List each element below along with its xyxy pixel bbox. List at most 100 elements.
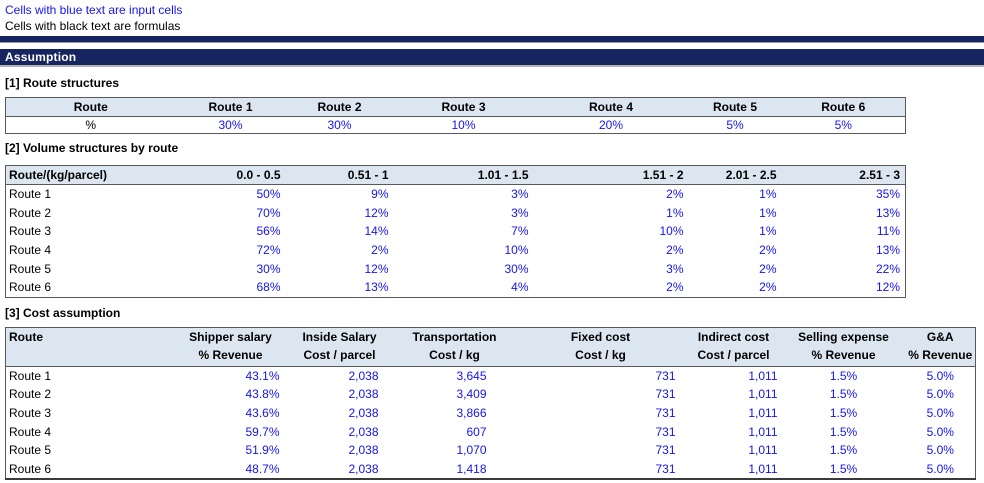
input-cell[interactable]: 2,038: [348, 387, 379, 402]
input-cell[interactable]: 1,011: [748, 424, 778, 439]
input-cell[interactable]: 3,866: [456, 406, 487, 421]
input-cell[interactable]: 731: [655, 461, 676, 476]
input-cell[interactable]: 10%: [504, 243, 529, 258]
input-cell[interactable]: 1%: [666, 205, 684, 220]
input-cell[interactable]: 2%: [666, 243, 684, 258]
input-cell[interactable]: 13%: [875, 205, 900, 220]
input-cell[interactable]: 43.8%: [245, 387, 280, 402]
input-cell[interactable]: 5.0%: [926, 368, 954, 383]
input-cell[interactable]: 70%: [256, 205, 281, 220]
input-cell[interactable]: 14%: [364, 224, 389, 239]
input-cell[interactable]: 10%: [659, 224, 684, 239]
input-cell[interactable]: 5.0%: [926, 387, 954, 402]
input-cell[interactable]: 1%: [759, 224, 777, 239]
input-cell[interactable]: 2,038: [348, 406, 379, 421]
input-cell[interactable]: 2%: [759, 261, 777, 276]
input-cell[interactable]: 731: [655, 443, 676, 458]
input-cell[interactable]: 35%: [875, 187, 900, 202]
input-cell[interactable]: 2%: [666, 187, 684, 202]
input-cell[interactable]: 2,038: [348, 424, 379, 439]
input-cell[interactable]: 30%: [504, 261, 529, 276]
column-header: G&A% Revenue: [905, 327, 976, 367]
input-cell[interactable]: 12%: [875, 280, 900, 295]
input-cell[interactable]: 731: [655, 368, 676, 383]
input-cell[interactable]: 1%: [759, 205, 777, 220]
column-header: Route 2: [285, 97, 394, 117]
column-header: Route: [5, 97, 176, 117]
input-cell[interactable]: 2,038: [348, 368, 379, 383]
column-header: Route: [5, 327, 176, 367]
input-cell[interactable]: 3%: [511, 187, 529, 202]
input-cell[interactable]: 5.0%: [926, 443, 954, 458]
input-cell[interactable]: 1,011: [748, 387, 778, 402]
input-cell[interactable]: 1.5%: [829, 368, 858, 383]
input-cell[interactable]: 3%: [666, 261, 684, 276]
input-cell[interactable]: 2,038: [348, 461, 379, 476]
input-cell[interactable]: 2%: [666, 280, 684, 295]
input-cell[interactable]: 59.7%: [245, 424, 280, 439]
input-cell[interactable]: 607: [466, 424, 487, 439]
input-cell[interactable]: 48.7%: [245, 461, 280, 476]
row-label: Route 2: [9, 205, 52, 220]
input-cell[interactable]: 72%: [256, 243, 281, 258]
input-cell[interactable]: 2,038: [348, 443, 379, 458]
input-cell[interactable]: 11%: [876, 224, 900, 239]
input-cell[interactable]: 1.5%: [829, 406, 858, 421]
input-cell[interactable]: 1,070: [456, 443, 487, 458]
input-cell[interactable]: 13%: [875, 243, 900, 258]
input-cell[interactable]: 50%: [256, 187, 281, 202]
input-cell[interactable]: 43.6%: [245, 406, 280, 421]
input-cell[interactable]: 51.9%: [245, 443, 280, 458]
input-cell[interactable]: 1,011: [748, 368, 778, 383]
input-cell[interactable]: 1.5%: [829, 443, 858, 458]
input-cell[interactable]: 5%: [834, 118, 852, 132]
input-cell[interactable]: 731: [655, 424, 676, 439]
column-header: Transportation Cost / kg: [393, 327, 516, 367]
input-cell[interactable]: 2%: [759, 280, 777, 295]
divider-rule: [0, 36, 984, 43]
row-label: Route 2: [9, 387, 52, 402]
input-cell[interactable]: 9%: [371, 187, 389, 202]
input-cell[interactable]: 5.0%: [926, 461, 954, 476]
input-cell[interactable]: 5%: [726, 118, 744, 132]
input-cell[interactable]: 3,645: [456, 368, 487, 383]
input-cell[interactable]: 43.1%: [245, 368, 280, 383]
table-row: Route 2 70% 12% 3% 1% 1% 13%: [6, 204, 906, 223]
input-cell[interactable]: 1,011: [748, 443, 778, 458]
input-cell[interactable]: 10%: [451, 118, 476, 132]
input-cell[interactable]: 2%: [371, 243, 389, 258]
input-cell[interactable]: 12%: [364, 205, 389, 220]
input-cell[interactable]: 22%: [875, 261, 900, 276]
table-row: Route 6 68% 13% 4% 2% 2% 12%: [6, 278, 906, 297]
row-label: Route 6: [9, 461, 52, 476]
input-cell[interactable]: 20%: [598, 118, 624, 132]
column-header: Fixed cost Cost / kg: [515, 327, 686, 367]
input-cell[interactable]: 68%: [256, 280, 281, 295]
input-cell[interactable]: 731: [655, 387, 676, 402]
input-cell[interactable]: 1.5%: [829, 387, 858, 402]
input-cell[interactable]: 1.5%: [829, 424, 858, 439]
input-cell[interactable]: 13%: [364, 280, 389, 295]
input-cell[interactable]: 5.0%: [926, 424, 954, 439]
route-structures-table: Route Route 1 Route 2 Route 3 Route 4 Ro…: [5, 97, 906, 134]
input-cell[interactable]: 30%: [327, 118, 352, 132]
input-cell[interactable]: 1,418: [456, 461, 487, 476]
input-cell[interactable]: 4%: [511, 280, 529, 295]
input-cell[interactable]: 30%: [218, 118, 243, 132]
input-cell[interactable]: 7%: [511, 224, 529, 239]
column-header: Route/(kg/parcel): [5, 165, 176, 185]
input-cell[interactable]: 731: [655, 406, 676, 421]
input-cell[interactable]: 1%: [759, 187, 777, 202]
input-cell[interactable]: 12%: [364, 261, 389, 276]
input-cell[interactable]: 30%: [256, 261, 281, 276]
input-cell[interactable]: 5.0%: [926, 406, 954, 421]
input-cell[interactable]: 3%: [511, 205, 529, 220]
input-cell[interactable]: 3,409: [456, 387, 487, 402]
input-cell[interactable]: 2%: [759, 243, 777, 258]
input-cell[interactable]: 1,011: [748, 461, 778, 476]
input-cell[interactable]: 56%: [256, 224, 281, 239]
table-row: Route 6 48.7% 2,038 1,418 731 1,011 1.5%…: [6, 460, 976, 480]
input-cell[interactable]: 1.5%: [829, 461, 858, 476]
input-cell[interactable]: 1,011: [748, 406, 778, 421]
row-label: Route 5: [9, 261, 52, 276]
